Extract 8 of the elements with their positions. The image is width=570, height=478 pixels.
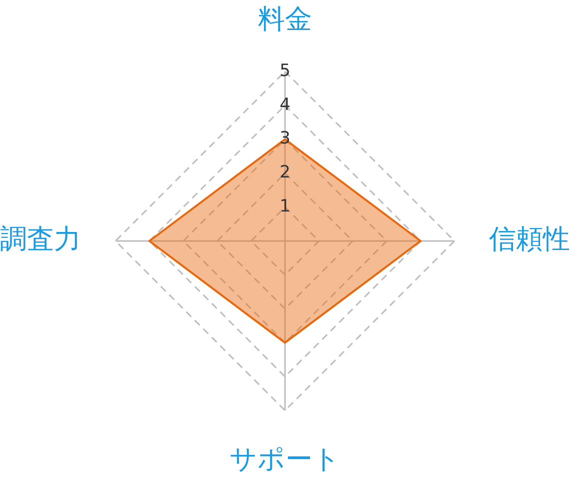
spoke-label: サポート — [230, 444, 340, 476]
y-tick-label: 4 — [280, 94, 290, 115]
spoke-label: 調査力 — [0, 224, 81, 256]
y-tick-label: 1 — [280, 196, 290, 217]
spoke-label: 信頼性 — [489, 224, 570, 256]
y-tick-label: 5 — [280, 60, 290, 81]
y-tick-label: 2 — [280, 162, 290, 183]
spoke-label: 料金 — [258, 4, 312, 35]
